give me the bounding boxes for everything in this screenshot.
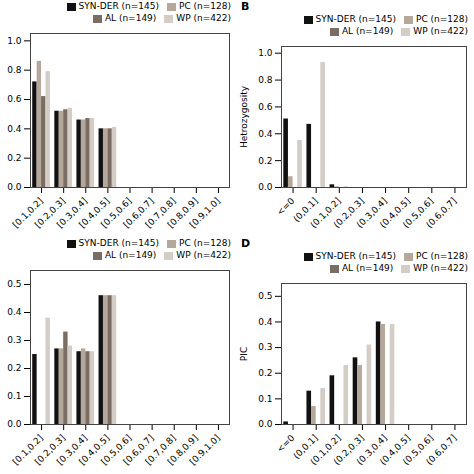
svg-text:<=0: <=0 [274, 195, 297, 218]
svg-text:(0.6,0.7]: (0.6,0.7] [424, 433, 458, 467]
html-text:WP (n=422): WP (n=422) [176, 250, 231, 260]
html-text:WP (n=422): WP (n=422) [413, 263, 468, 273]
svg-text:(0.4,0.5]: (0.4,0.5] [377, 195, 413, 230]
svg-text:0.0: 0.0 [7, 419, 22, 429]
svg-text:0.4: 0.4 [258, 317, 273, 327]
svg-text:0.2: 0.2 [258, 368, 272, 378]
svg-text:0.6: 0.6 [7, 94, 22, 104]
html-text:AL (n=149): AL (n=149) [341, 26, 394, 36]
svg-text:[0.8,0.9]: [0.8,0.9] [165, 432, 200, 467]
svg-text:(0,0.1]: (0,0.1] [291, 432, 320, 461]
svg-text:[0.5,0.6]: [0.5,0.6] [99, 432, 134, 467]
svg-text:[0.9,1.0]: [0.9,1.0] [188, 196, 222, 230]
svg-text:(0.5,0.6]: (0.5,0.6] [401, 195, 436, 230]
svg-text:PIC: PIC [239, 347, 249, 361]
svg-text:[0.9,1.0]: [0.9,1.0] [188, 433, 222, 467]
html-text:SYN-DER (n=145): SYN-DER (n=145) [78, 238, 159, 248]
svg-text:[0.2,0.3]: [0.2,0.3] [32, 432, 68, 467]
svg-text:0.0: 0.0 [7, 182, 22, 192]
svg-text:[0.4,0.5]: [0.4,0.5] [77, 432, 112, 467]
svg-text:[0.4,0.5]: [0.4,0.5] [77, 195, 112, 230]
svg-text:[0.6,0.7]: [0.6,0.7] [121, 195, 156, 230]
svg-text:0.8: 0.8 [7, 65, 22, 75]
svg-text:Hetrozygosity: Hetrozygosity [239, 85, 249, 148]
html-text:PC (n=128): PC (n=128) [179, 1, 231, 11]
svg-text:[0.8,0.9]: [0.8,0.9] [165, 195, 200, 230]
html-text:SYN-DER (n=145): SYN-DER (n=145) [315, 251, 396, 261]
html-text:AL (n=149): AL (n=149) [341, 263, 394, 273]
svg-text:1.0: 1.0 [7, 36, 22, 46]
svg-text:0.2: 0.2 [7, 363, 21, 373]
svg-text:0.1: 0.1 [258, 394, 272, 404]
svg-text:(0.4,0.5]: (0.4,0.5] [377, 432, 413, 467]
svg-text:[0.7,0.8]: [0.7,0.8] [143, 432, 178, 467]
svg-text:(0,0.1]: (0,0.1] [291, 195, 320, 224]
html-text:PC (n=128): PC (n=128) [416, 251, 468, 261]
svg-text:(0.1,0.2]: (0.1,0.2] [308, 432, 343, 467]
svg-text:[0.2,0.3]: [0.2,0.3] [32, 195, 68, 230]
html-text:AL (n=149): AL (n=149) [104, 13, 157, 23]
html-text:WP (n=422): WP (n=422) [176, 13, 231, 23]
svg-text:0.1: 0.1 [7, 391, 21, 401]
svg-text:0.5: 0.5 [258, 291, 272, 301]
html-text:D: D [241, 237, 251, 250]
svg-text:0.2: 0.2 [258, 156, 272, 166]
svg-text:(0.2,0.3]: (0.2,0.3] [331, 195, 366, 230]
svg-text:[0.3,0.4]: [0.3,0.4] [54, 195, 90, 230]
html-text:PC (n=128): PC (n=128) [416, 14, 468, 24]
svg-text:0.6: 0.6 [258, 102, 273, 112]
svg-text:[0.3,0.4]: [0.3,0.4] [54, 432, 90, 467]
html-text:B: B [241, 0, 250, 13]
svg-text:[0.6,0.7]: [0.6,0.7] [121, 432, 156, 467]
svg-text:1.0: 1.0 [258, 48, 273, 58]
svg-text:0.3: 0.3 [7, 335, 21, 345]
svg-text:(0.6,0.7]: (0.6,0.7] [424, 196, 458, 230]
html-text:SYN-DER (n=145): SYN-DER (n=145) [315, 14, 396, 24]
svg-text:(0.5,0.6]: (0.5,0.6] [401, 432, 436, 467]
svg-text:[0.1,0.2]: [0.1,0.2] [10, 195, 45, 230]
svg-text:0.0: 0.0 [258, 182, 273, 192]
svg-text:(0.2,0.3]: (0.2,0.3] [331, 432, 366, 467]
svg-text:0.2: 0.2 [7, 153, 21, 163]
svg-text:0.4: 0.4 [7, 124, 22, 134]
svg-text:0.0: 0.0 [258, 419, 273, 429]
svg-text:0.5: 0.5 [7, 279, 21, 289]
html-text:WP (n=422): WP (n=422) [413, 26, 468, 36]
html-text:PC (n=128): PC (n=128) [179, 238, 231, 248]
svg-text:[0.1,0.2]: [0.1,0.2] [10, 432, 45, 467]
svg-text:0.8: 0.8 [258, 75, 273, 85]
svg-text:0.4: 0.4 [7, 307, 22, 317]
html-text:SYN-DER (n=145): SYN-DER (n=145) [78, 1, 159, 11]
svg-text:(0.3,0.4]: (0.3,0.4] [354, 432, 389, 467]
svg-text:0.3: 0.3 [258, 342, 272, 352]
svg-text:(0.1,0.2]: (0.1,0.2] [308, 195, 343, 230]
svg-text:[0.7,0.8]: [0.7,0.8] [143, 195, 178, 230]
html-text:AL (n=149): AL (n=149) [104, 250, 157, 260]
svg-text:(0.3,0.4]: (0.3,0.4] [354, 195, 389, 230]
svg-text:<=0: <=0 [274, 432, 297, 455]
svg-text:[0.5,0.6]: [0.5,0.6] [99, 195, 134, 230]
svg-text:0.4: 0.4 [258, 129, 273, 139]
